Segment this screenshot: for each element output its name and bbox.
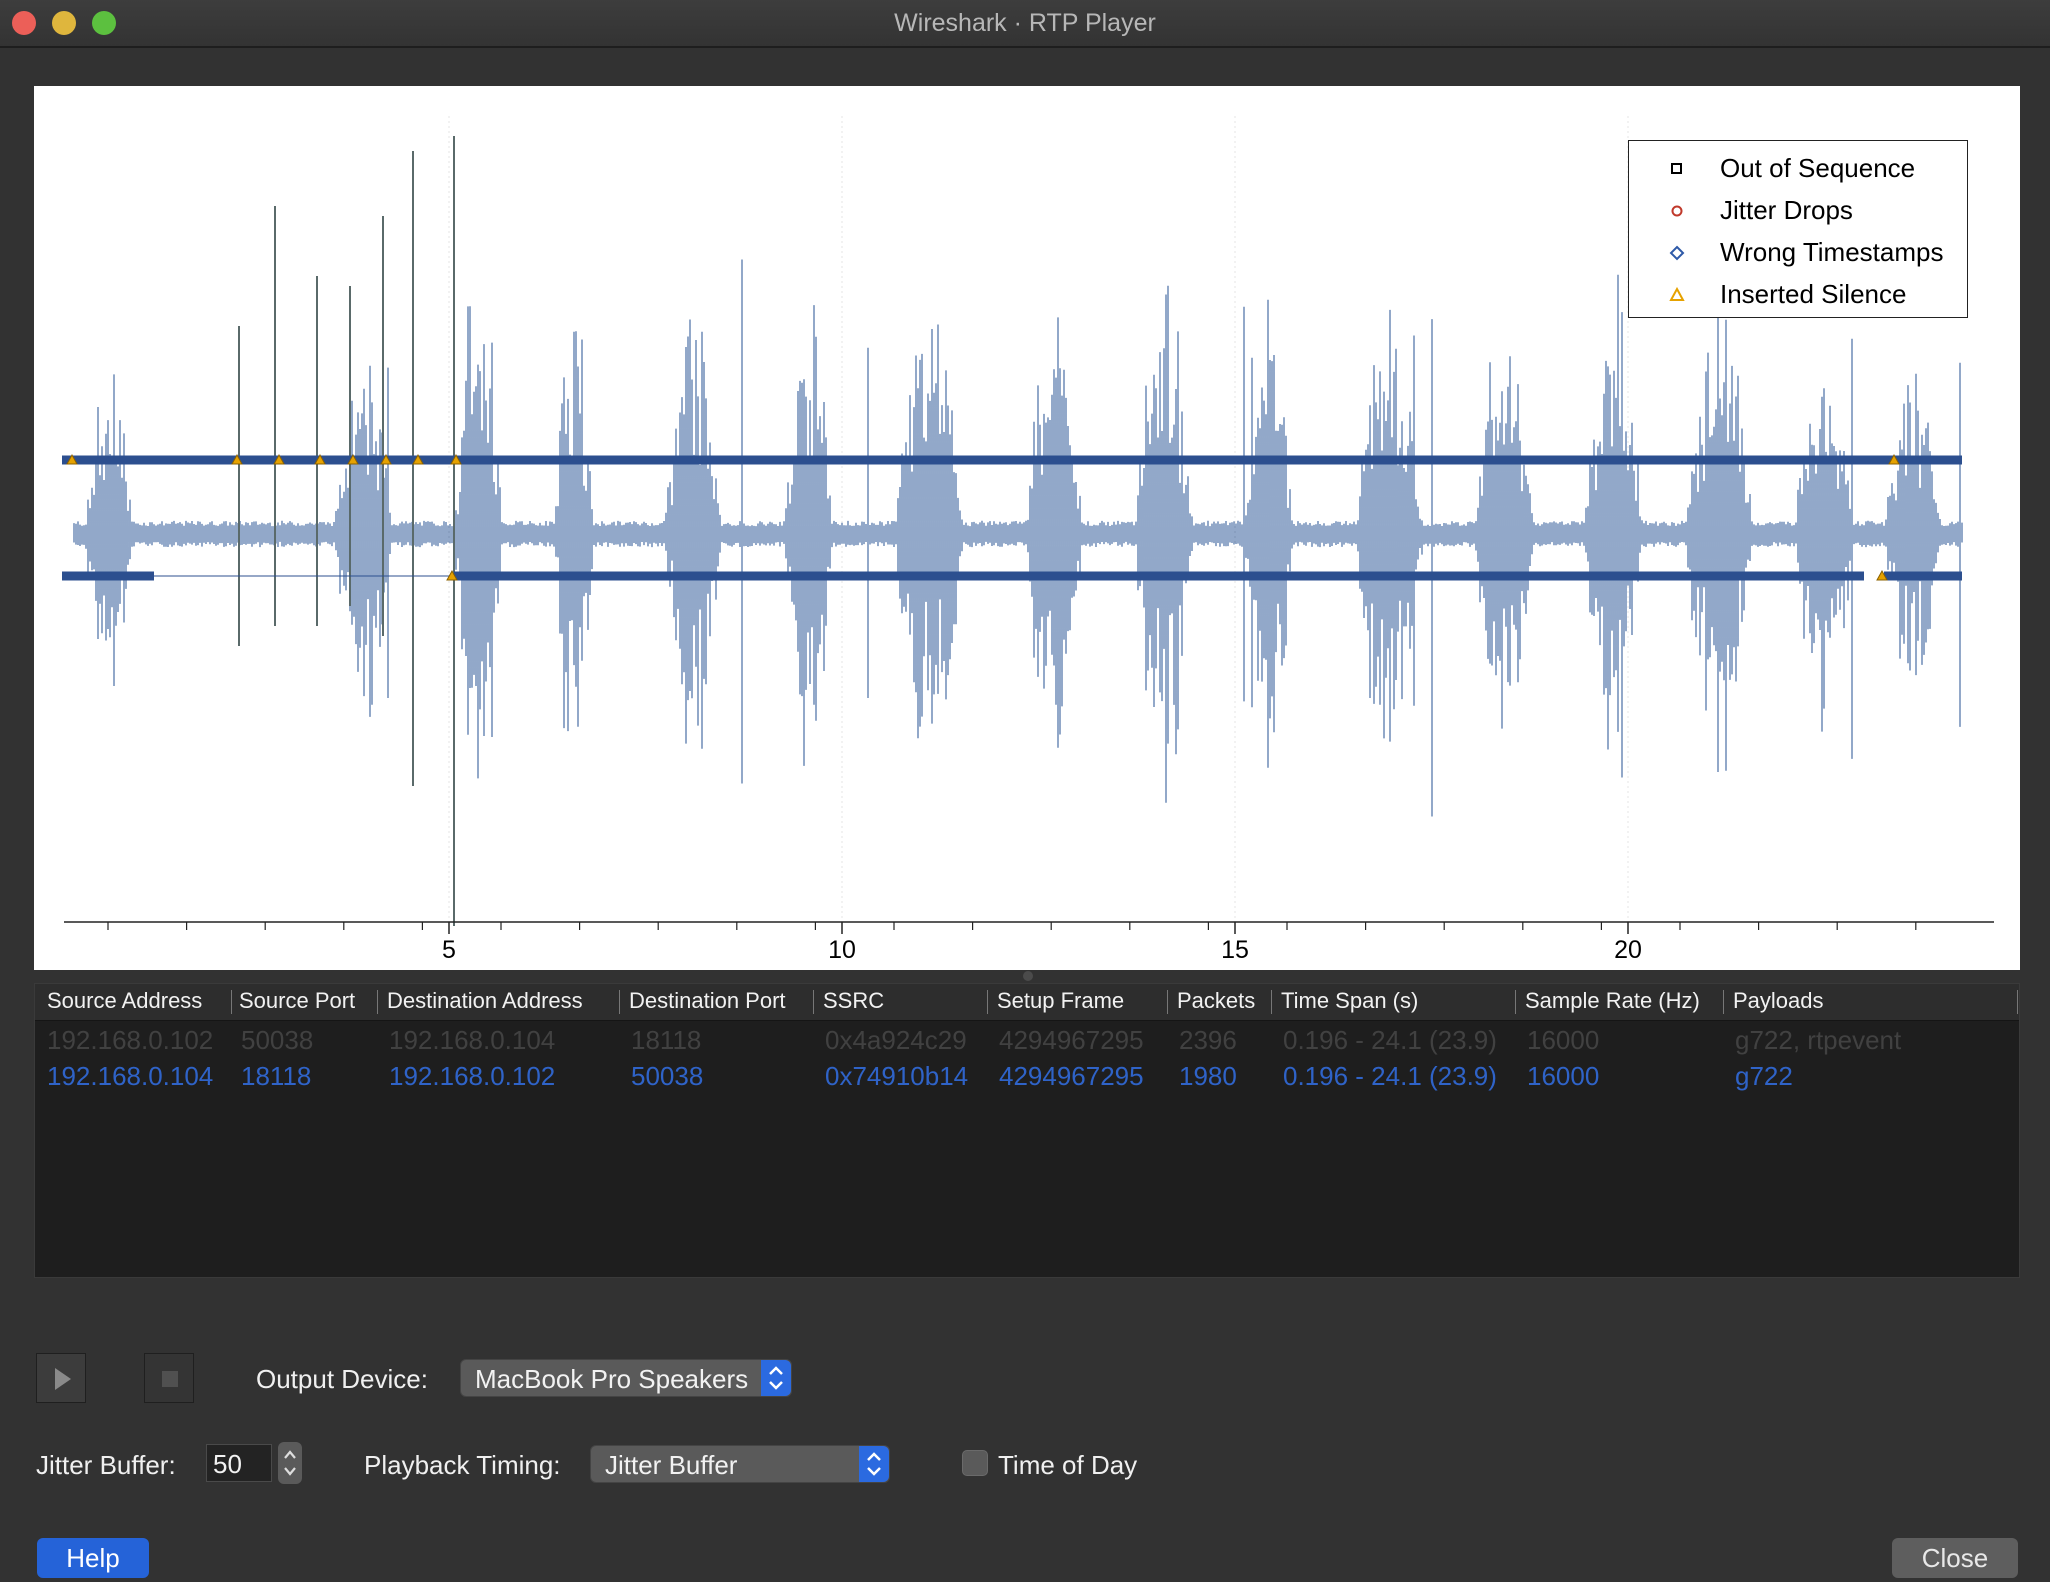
select-arrows-icon (761, 1360, 791, 1396)
output-device-select[interactable]: MacBook Pro Speakers (460, 1359, 792, 1397)
time-of-day-label[interactable]: Time of Day (998, 1450, 1138, 1480)
inserted-silence-marker (314, 453, 326, 465)
table-row[interactable]: 192.168.0.104 18118 192.168.0.102 50038 … (35, 1058, 2019, 1094)
playback-timing-value: Jitter Buffer (605, 1450, 738, 1480)
cell-packets: 1980 (1179, 1061, 1237, 1091)
play-button[interactable] (36, 1353, 86, 1403)
column-header[interactable]: Source Port (239, 988, 356, 1013)
cell-payloads: g722, rtpevent (1735, 1025, 1902, 1055)
triangle-marker-icon (1669, 287, 1685, 301)
cell-ssrc: 0x74910b14 (825, 1061, 969, 1091)
column-header[interactable]: Payloads (1733, 988, 1824, 1013)
inserted-silence-marker (1888, 453, 1900, 465)
inserted-silence-marker (66, 453, 78, 465)
cell-time-span: 0.196 - 24.1 (23.9) (1283, 1061, 1497, 1091)
column-header[interactable]: Setup Frame (997, 988, 1125, 1013)
x-axis-tick-label: 10 (828, 936, 856, 964)
cell-source-port: 50038 (241, 1025, 314, 1055)
cell-payloads: g722 (1735, 1061, 1793, 1091)
plot-legend: Out of Sequence Jitter Drops Wrong Times… (1628, 140, 1968, 318)
stop-button[interactable] (144, 1353, 194, 1403)
cell-destination-port: 50038 (631, 1061, 704, 1091)
select-arrows-icon (859, 1446, 889, 1482)
stepper-arrows-icon (284, 1450, 296, 1476)
cell-source-address: 192.168.0.102 (47, 1025, 214, 1055)
output-device-value: MacBook Pro Speakers (475, 1364, 749, 1394)
cell-ssrc: 0x4a924c29 (825, 1025, 967, 1055)
column-header[interactable]: Destination Address (387, 988, 583, 1013)
x-axis-tick-label: 20 (1614, 936, 1642, 964)
time-of-day-checkbox[interactable] (962, 1450, 988, 1476)
inserted-silence-marker (450, 453, 462, 465)
window-title: Wireshark · RTP Player (894, 9, 1156, 37)
cell-sample-rate: 16000 (1527, 1061, 1600, 1091)
diamond-marker-icon (1669, 245, 1685, 261)
legend-jitter-drops: Jitter Drops (1629, 191, 1967, 231)
stop-icon (162, 1371, 178, 1387)
legend-label: Out of Sequence (1720, 153, 1916, 183)
jitter-buffer-input[interactable]: 50 (206, 1444, 272, 1482)
legend-label: Inserted Silence (1720, 279, 1907, 309)
inserted-silence-marker (347, 453, 359, 465)
cell-source-port: 18118 (241, 1061, 312, 1091)
cell-destination-port: 18118 (631, 1025, 702, 1055)
cell-destination-address: 192.168.0.102 (389, 1061, 556, 1091)
inserted-silence-marker (231, 453, 243, 465)
cell-destination-address: 192.168.0.104 (389, 1025, 556, 1055)
close-window-icon[interactable] (12, 11, 36, 35)
play-icon (55, 1368, 71, 1390)
legend-wrong-timestamps: Wrong Timestamps (1629, 233, 1967, 273)
x-axis-tick-label: 15 (1221, 936, 1249, 964)
legend-label: Wrong Timestamps (1720, 237, 1944, 267)
jitter-buffer-stepper[interactable] (278, 1442, 302, 1484)
column-header[interactable]: Time Span (s) (1281, 988, 1419, 1013)
jitter-buffer-label: Jitter Buffer: (36, 1450, 176, 1480)
table-header: Source Address Source Port Destination A… (35, 984, 2019, 1021)
legend-inserted-silence: Inserted Silence (1629, 275, 1967, 315)
splitter-handle[interactable] (1023, 971, 1033, 981)
square-marker-icon (1671, 163, 1682, 174)
playback-timing-select[interactable]: Jitter Buffer (590, 1445, 890, 1483)
cell-setup-frame: 4294967295 (999, 1061, 1144, 1091)
x-axis-tick-label: 5 (442, 936, 456, 964)
legend-out-of-sequence: Out of Sequence (1629, 149, 1967, 189)
cell-packets: 2396 (1179, 1025, 1237, 1055)
inserted-silence-marker (446, 569, 458, 581)
zoom-window-icon[interactable] (92, 11, 116, 35)
column-header[interactable]: Packets (1177, 988, 1256, 1013)
cell-time-span: 0.196 - 24.1 (23.9) (1283, 1025, 1497, 1055)
column-header[interactable]: Destination Port (629, 988, 786, 1013)
cell-setup-frame: 4294967295 (999, 1025, 1144, 1055)
column-header[interactable]: Source Address (47, 988, 203, 1013)
help-button[interactable]: Help (37, 1538, 149, 1578)
title-bar: Wireshark · RTP Player (0, 0, 2050, 48)
circle-marker-icon (1671, 205, 1683, 217)
minimize-window-icon[interactable] (52, 11, 76, 35)
inserted-silence-marker (412, 453, 424, 465)
playback-timing-label: Playback Timing: (364, 1450, 561, 1480)
inserted-silence-marker (273, 453, 285, 465)
streams-table[interactable]: Source Address Source Port Destination A… (34, 983, 2020, 1278)
column-header[interactable]: Sample Rate (Hz) (1525, 988, 1700, 1013)
table-row[interactable]: 192.168.0.102 50038 192.168.0.104 18118 … (35, 1022, 2019, 1058)
inserted-silence-marker (380, 453, 392, 465)
waveform-plot[interactable]: 5 10 15 20 Out of Sequence Jitter Drops Wro… (34, 86, 2020, 970)
cell-source-address: 192.168.0.104 (47, 1061, 214, 1091)
legend-label: Jitter Drops (1720, 195, 1853, 225)
output-device-label: Output Device: (256, 1364, 428, 1394)
cell-sample-rate: 16000 (1527, 1025, 1600, 1055)
waveform-trace (73, 259, 1963, 817)
jitter-buffer-value: 50 (213, 1449, 242, 1479)
column-header[interactable]: SSRC (823, 988, 885, 1013)
inserted-silence-marker (1876, 569, 1888, 581)
waveform-canvas: 5 10 15 20 (62, 116, 1994, 964)
close-button[interactable]: Close (1892, 1538, 2018, 1578)
